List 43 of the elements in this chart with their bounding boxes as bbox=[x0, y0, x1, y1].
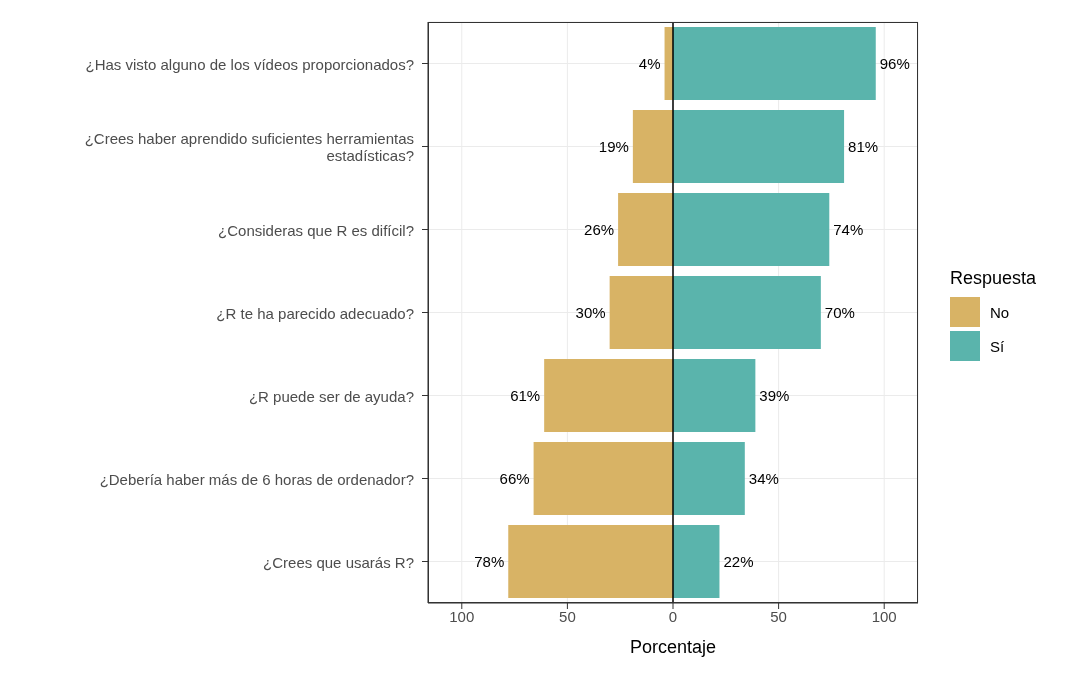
y-tick-label: ¿Crees haber aprendido suficientes herramientas estadísticas? bbox=[84, 129, 414, 164]
data-label: 22% bbox=[723, 553, 754, 570]
x-tick-label: 50 bbox=[559, 607, 576, 625]
legend-label: No bbox=[990, 303, 1010, 321]
x-tick-label: 100 bbox=[871, 607, 897, 625]
data-label: 74% bbox=[833, 221, 864, 238]
bar bbox=[673, 110, 845, 183]
y-tick-label: ¿R te ha parecido adecuado? bbox=[216, 304, 414, 321]
data-label: 61% bbox=[510, 387, 541, 404]
x-axis-title: Porcentaje bbox=[629, 637, 717, 657]
bar bbox=[673, 525, 720, 598]
x-tick-label: 100 bbox=[449, 607, 475, 625]
y-tick-label: ¿Crees que usarás R? bbox=[263, 553, 414, 570]
y-tick-label: ¿R puede ser de ayuda? bbox=[248, 387, 414, 404]
bar bbox=[533, 442, 673, 515]
bar bbox=[673, 27, 876, 100]
y-tick-label: ¿Has visto alguno de los vídeos proporcionados? bbox=[85, 55, 414, 72]
data-label: 70% bbox=[824, 304, 855, 321]
x-tick-label: 0 bbox=[668, 607, 678, 625]
data-label: 66% bbox=[499, 470, 530, 487]
x-tick-label: 50 bbox=[770, 607, 787, 625]
legend-title: Respuesta bbox=[950, 268, 1037, 289]
bar bbox=[609, 276, 673, 349]
bar bbox=[618, 193, 673, 266]
data-label: 39% bbox=[759, 387, 790, 404]
bar bbox=[544, 359, 673, 432]
data-label: 19% bbox=[598, 138, 629, 155]
bar bbox=[508, 525, 673, 598]
legend-label: Sí bbox=[990, 337, 1005, 355]
bar bbox=[673, 276, 821, 349]
y-tick-label: ¿Debería haber más de 6 horas de ordenador? bbox=[99, 470, 414, 487]
data-label: 34% bbox=[748, 470, 779, 487]
data-label: 4% bbox=[638, 55, 661, 72]
data-label: 96% bbox=[879, 55, 910, 72]
bar bbox=[673, 359, 756, 432]
data-label: 26% bbox=[584, 221, 615, 238]
bar bbox=[673, 442, 745, 515]
bar bbox=[632, 110, 673, 183]
bar bbox=[673, 193, 830, 266]
y-tick-label: ¿Consideras que R es difícil? bbox=[218, 221, 414, 238]
data-label: 30% bbox=[575, 304, 606, 321]
data-label: 78% bbox=[474, 553, 505, 570]
data-label: 81% bbox=[848, 138, 879, 155]
